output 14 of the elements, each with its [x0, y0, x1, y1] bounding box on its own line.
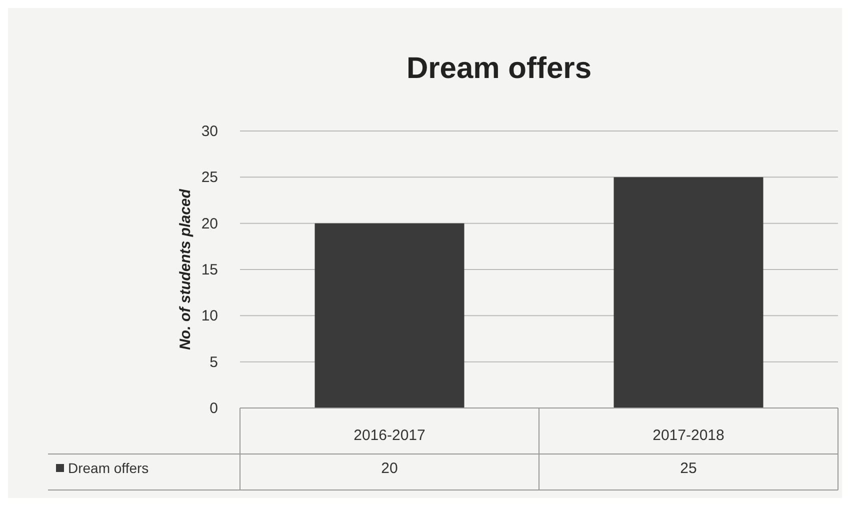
y-axis-title: No. of students placed [177, 188, 194, 350]
data-label: 20 [381, 460, 398, 477]
chart-title: Dream offers [406, 52, 592, 85]
y-tick-label: 5 [210, 354, 218, 371]
y-tick-label: 0 [210, 400, 218, 417]
y-tick-label: 30 [201, 123, 218, 140]
data-label: 25 [680, 460, 697, 477]
y-tick-label: 25 [201, 169, 218, 186]
x-tick-label: 2017-2018 [652, 427, 724, 444]
y-tick-label: 20 [201, 215, 218, 232]
legend-label: Dream offers [68, 460, 149, 476]
x-tick-label: 2016-2017 [354, 427, 426, 444]
y-tick-label: 15 [201, 262, 218, 278]
y-tick-label: 10 [201, 308, 218, 325]
